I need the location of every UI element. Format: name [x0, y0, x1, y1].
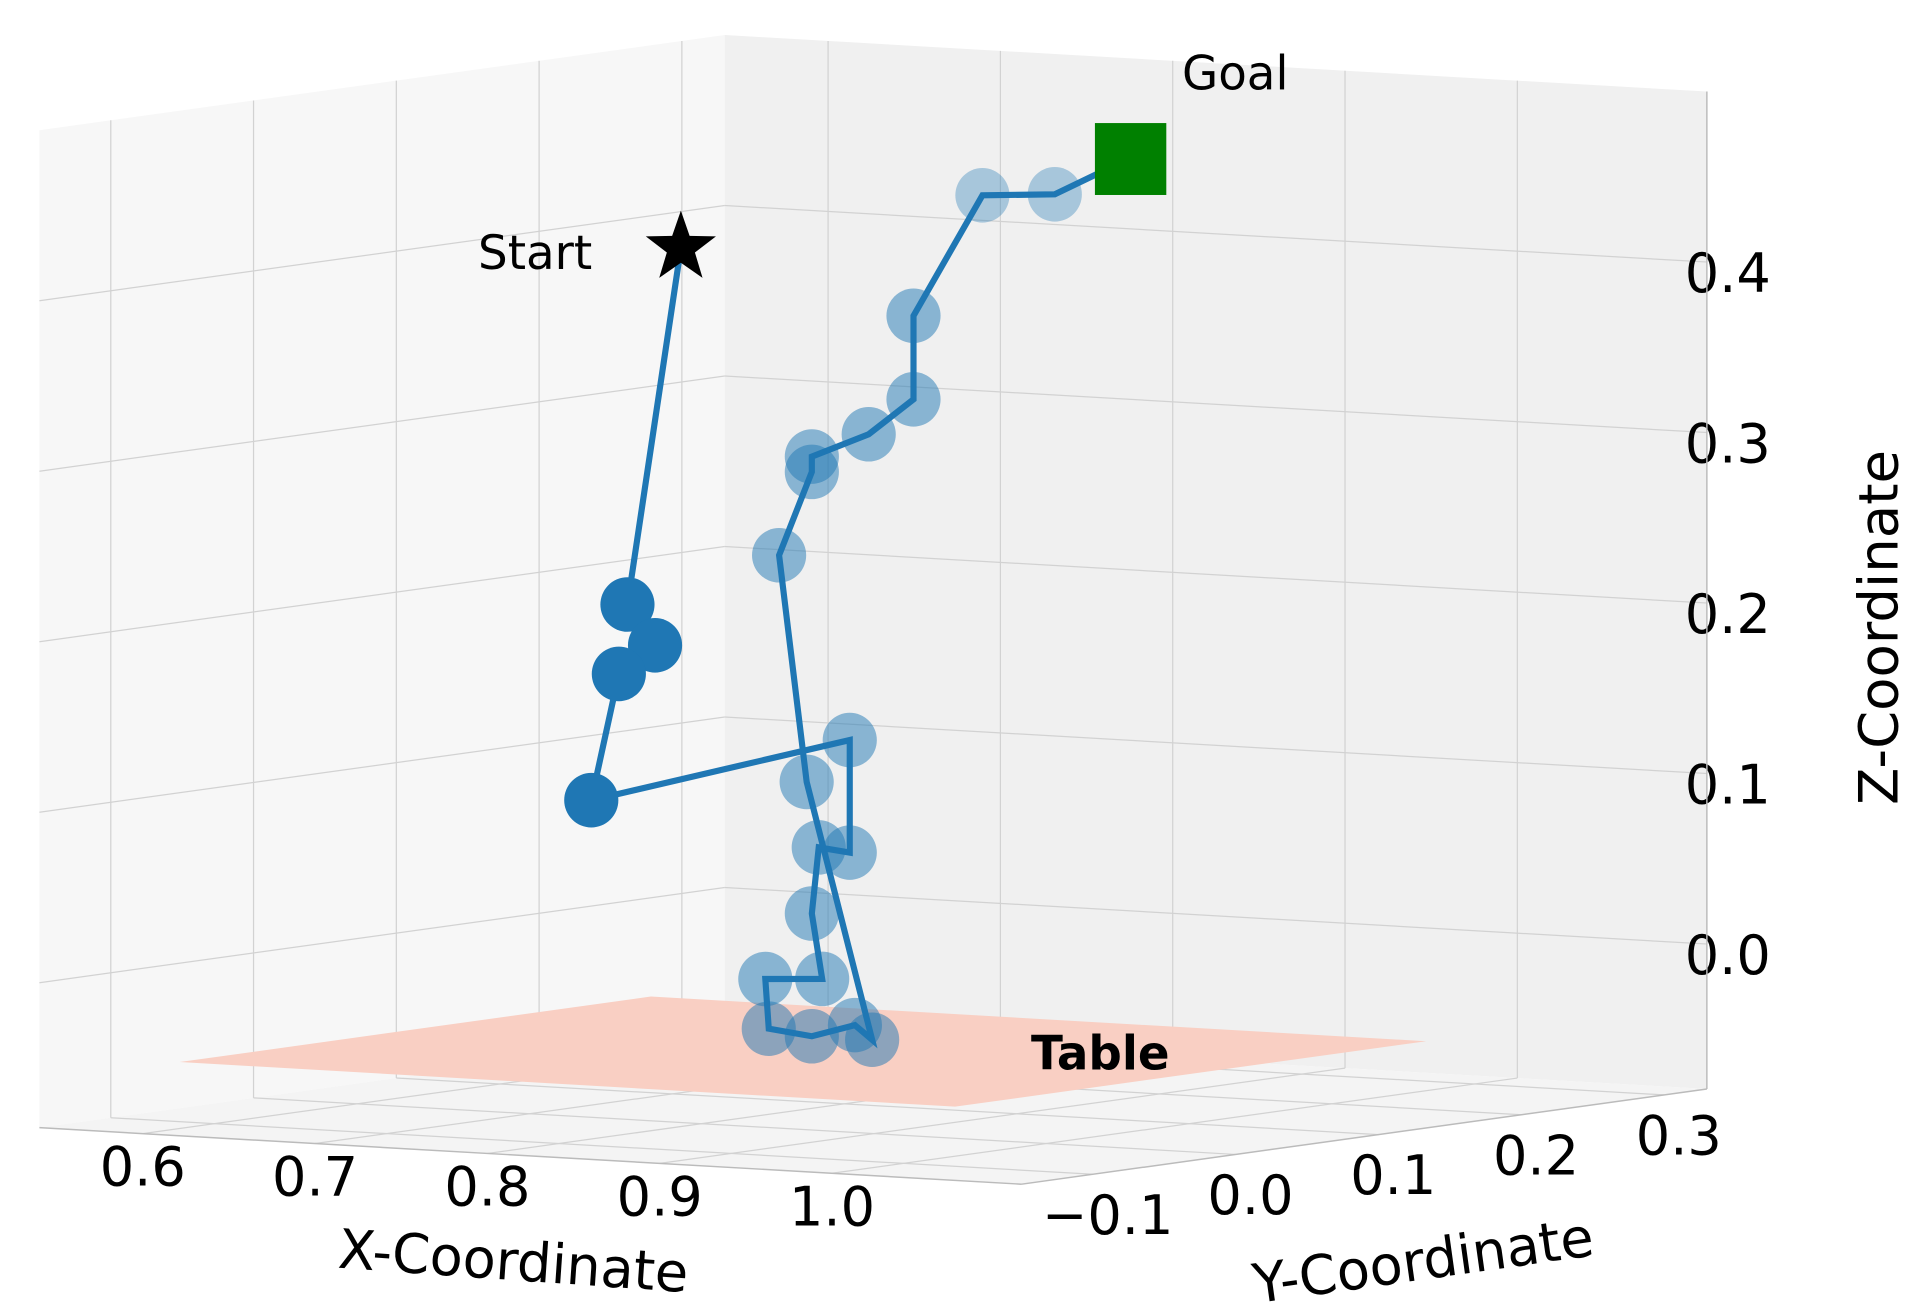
grid-line [724, 204, 1707, 263]
y-tick-label: −0.1 [1042, 1184, 1173, 1247]
trajectory-point [886, 288, 941, 344]
grid-line [724, 886, 1707, 945]
x-tick-label: 0.9 [617, 1165, 703, 1228]
grid-line [39, 375, 725, 472]
grid-line [39, 204, 725, 302]
plot-area: 0.6 0.7 0.8 0.9 1.0 −0.1 0.0 0.1 0.2 0.3 0.0 0.1 0.2… [39, 34, 1911, 1302]
z-tick-label: 0.1 [1685, 753, 1771, 816]
grid-line [110, 1117, 1093, 1175]
trajectory-point [600, 577, 655, 632]
trajectory-point [738, 951, 793, 1007]
trajectory-point [795, 951, 850, 1007]
grid-line [39, 886, 725, 984]
y-tick-label: 0.2 [1493, 1124, 1579, 1187]
grid-line [724, 545, 1707, 604]
trajectory-point [564, 772, 619, 828]
grid-line [659, 1067, 1346, 1164]
trajectory-point [841, 406, 896, 462]
trajectory-point [791, 820, 846, 875]
trajectory-point [886, 372, 941, 427]
trajectory-point [784, 429, 839, 484]
grid-line [724, 716, 1707, 775]
goal-label: Goal [1182, 46, 1289, 101]
y-tick-label: 0.0 [1207, 1164, 1293, 1227]
z-tick-label: 0.2 [1685, 583, 1771, 646]
y-tick-label: 0.1 [1350, 1144, 1436, 1207]
grid-line [831, 1077, 1518, 1174]
grid-line [396, 1077, 1379, 1136]
grid-line [39, 716, 725, 813]
back-pane [724, 34, 1707, 1089]
trajectory-point [1027, 167, 1082, 222]
x-tick-label: 0.7 [272, 1145, 358, 1208]
grid-line [724, 375, 1707, 434]
trajectory-point [784, 1008, 839, 1064]
trajectory-point [784, 886, 839, 941]
start-label: Start [478, 226, 592, 281]
z-axis-label: Z-Coordinate [1848, 450, 1911, 805]
trajectory-point [779, 754, 834, 810]
trajectory-point [741, 1001, 796, 1056]
trajectory-point [591, 646, 646, 702]
y-tick-label: 0.3 [1636, 1104, 1722, 1167]
trajectory-point [752, 527, 807, 583]
axis-line [39, 1126, 1022, 1185]
x-tick-label: 0.6 [100, 1136, 186, 1199]
trajectory-point [822, 712, 877, 768]
axis-line [1021, 1088, 1707, 1185]
x-tick-label: 0.8 [444, 1155, 530, 1218]
x-axis-label: X-Coordinate [336, 1218, 690, 1302]
grid-line [39, 545, 725, 643]
y-axis-label: Y-Coordinate [1248, 1205, 1597, 1302]
left-pane [39, 34, 725, 1128]
trajectory-point [955, 168, 1010, 223]
z-tick-label: 0.4 [1685, 242, 1771, 305]
grid-line [253, 1097, 1236, 1156]
table-label: Table [1031, 1026, 1170, 1081]
z-tick-label: 0.3 [1685, 412, 1771, 475]
trajectory-point [627, 618, 683, 673]
z-tick-label: 0.0 [1685, 924, 1771, 987]
start-marker [645, 210, 716, 278]
trajectory-point [845, 1012, 900, 1068]
goal-marker [1094, 123, 1167, 195]
x-tick-label: 1.0 [789, 1175, 875, 1238]
